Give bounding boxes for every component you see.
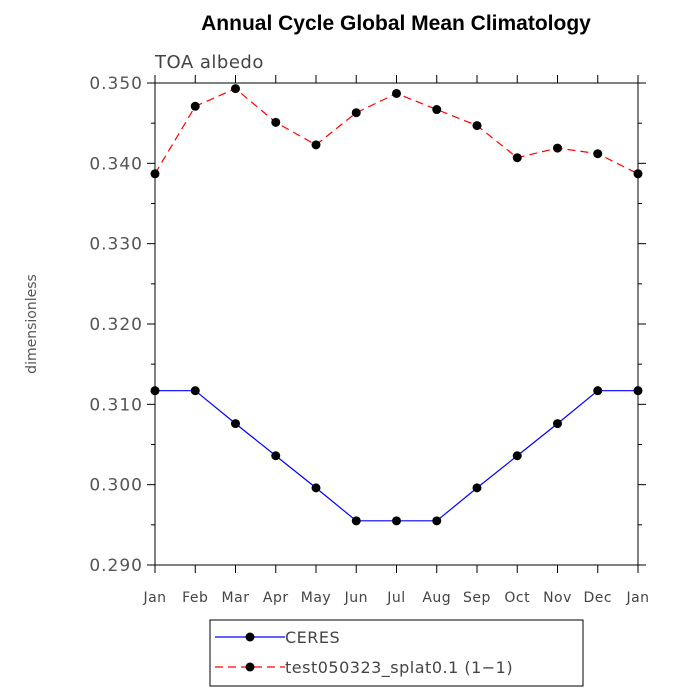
y-axis-ticks: 0.290 0.300 0.310 0.320 0.330 0.340 0.350 xyxy=(89,74,646,576)
data-point xyxy=(633,386,643,396)
data-point xyxy=(190,101,200,111)
legend-items: CERES test050323_splat0.1 (1−1) xyxy=(215,628,513,678)
data-point xyxy=(271,117,281,127)
legend-item: test050323_splat0.1 (1−1) xyxy=(215,658,513,678)
data-point xyxy=(271,451,281,461)
series-2 xyxy=(150,84,643,179)
x-tick-label: Oct xyxy=(504,590,530,606)
y-tick-label: 0.300 xyxy=(89,476,143,496)
legend-marker xyxy=(245,632,255,642)
series-1 xyxy=(150,386,643,526)
legend-label: test050323_splat0.1 (1−1) xyxy=(285,658,513,678)
data-point xyxy=(311,140,321,150)
data-point xyxy=(472,483,482,493)
data-point xyxy=(150,386,160,396)
y-axis-label: dimensionless xyxy=(24,274,40,374)
data-point xyxy=(553,419,562,429)
chart-title: Annual Cycle Global Mean Climatology xyxy=(201,12,591,35)
legend-marker xyxy=(245,662,255,672)
series-group xyxy=(150,84,643,526)
x-tick-label: Jun xyxy=(344,590,368,606)
legend-label: CERES xyxy=(285,628,340,647)
x-tick-label: Apr xyxy=(263,590,289,606)
data-point xyxy=(593,149,603,159)
data-point xyxy=(190,386,200,396)
data-point xyxy=(351,516,361,526)
legend: CERES test050323_splat0.1 (1−1) xyxy=(209,619,584,687)
y-tick-label: 0.310 xyxy=(89,395,143,415)
x-axis-ticks: Jan Feb Mar Apr May Jun Jul Aug Sep Oct Nov Dec Jan xyxy=(142,75,649,606)
data-point xyxy=(472,121,482,131)
data-point xyxy=(593,386,603,396)
data-point xyxy=(351,108,361,118)
y-tick-label: 0.320 xyxy=(89,315,143,335)
data-point xyxy=(231,419,240,429)
data-point xyxy=(553,143,562,153)
data-point xyxy=(633,169,643,179)
x-tick-label: Jan xyxy=(142,590,166,606)
data-point xyxy=(512,153,522,163)
data-point xyxy=(231,84,240,94)
legend-item: CERES xyxy=(215,628,340,647)
x-tick-label: Aug xyxy=(422,590,451,606)
data-point xyxy=(311,483,321,493)
y-tick-label: 0.330 xyxy=(89,235,143,255)
data-point xyxy=(150,169,160,179)
x-tick-label: Dec xyxy=(583,590,612,606)
data-point xyxy=(392,516,401,526)
x-tick-label: May xyxy=(301,590,331,606)
data-point xyxy=(512,451,522,461)
data-point xyxy=(432,516,442,526)
data-point xyxy=(392,88,401,98)
x-tick-label: Jan xyxy=(625,590,649,606)
series-line xyxy=(154,87,639,175)
plot-frame xyxy=(154,82,639,566)
data-point xyxy=(432,105,442,115)
x-tick-label: Mar xyxy=(222,590,250,606)
legend-box xyxy=(209,619,584,687)
chart-subtitle: TOA albedo xyxy=(154,52,264,73)
y-tick-label: 0.340 xyxy=(89,154,143,174)
y-tick-label: 0.290 xyxy=(89,556,143,576)
x-tick-label: Sep xyxy=(463,590,491,606)
y-tick-label: 0.350 xyxy=(89,74,143,94)
series-line xyxy=(155,390,638,522)
x-tick-label: Nov xyxy=(543,590,572,606)
x-tick-label: Jul xyxy=(386,590,405,606)
x-tick-label: Feb xyxy=(182,590,208,606)
